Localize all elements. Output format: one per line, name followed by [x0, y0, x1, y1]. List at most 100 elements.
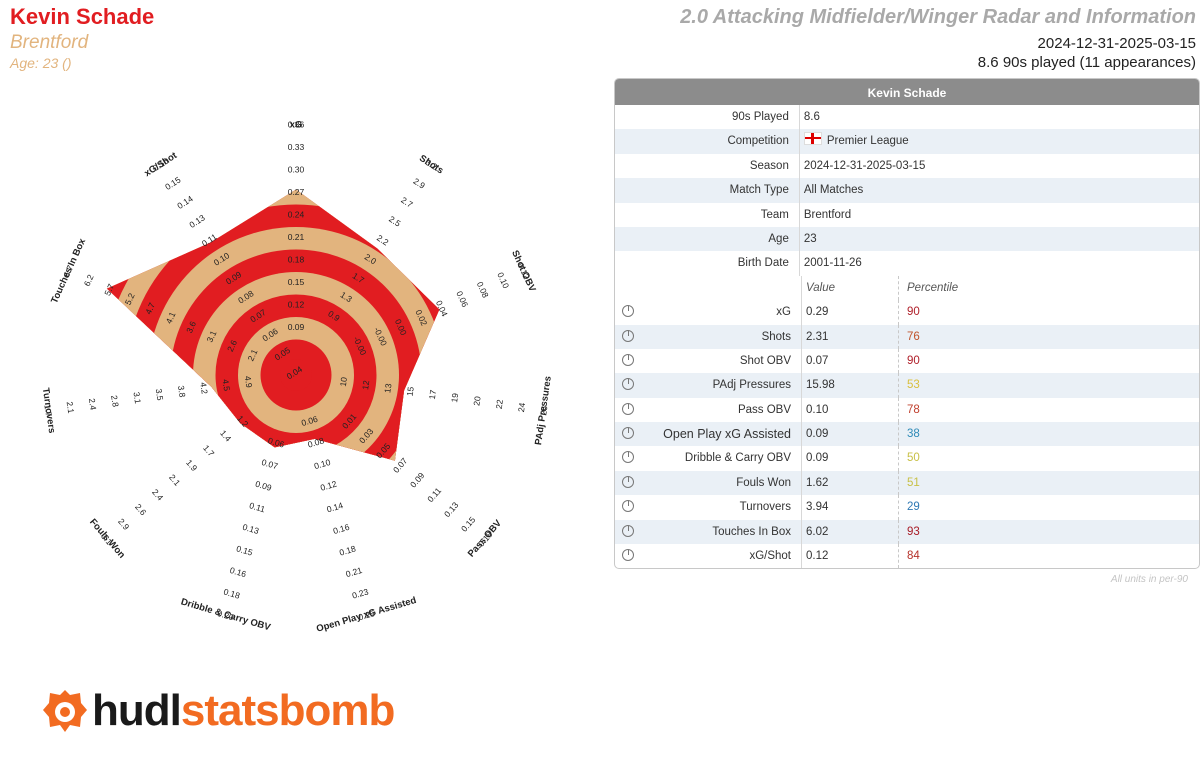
radar-tick-label: 0.14	[325, 500, 344, 514]
radar-tick-label: 0.08	[306, 435, 325, 449]
stat-row-value: 1.62	[806, 476, 829, 489]
radar-tick-label: 12	[360, 379, 371, 390]
radar-tick-label: 0.33	[288, 142, 305, 152]
stat-row: PAdj Pressures 15.98 53	[615, 373, 1199, 398]
info-row-value-text: Brentford	[803, 208, 852, 221]
logo-text-hudl: hudl	[92, 686, 182, 735]
info-row-label: Age	[615, 226, 800, 252]
radar-tick-label: 22	[494, 399, 505, 410]
stat-row-value: 0.09	[806, 452, 829, 465]
radar-tick-label: 0.18	[338, 543, 357, 557]
radar-tick-label: 26	[538, 405, 549, 416]
percentile-dial-icon	[622, 305, 634, 318]
stat-header-row: Value Percentile	[615, 275, 1199, 301]
stat-row-label-text: Fouls Won	[736, 476, 791, 489]
percentile-dial-icon	[622, 500, 634, 513]
radar-tick-label: 0.12	[288, 300, 305, 310]
stat-row-percentile: 90	[898, 348, 1107, 374]
stat-row-value: 0.09	[806, 428, 829, 441]
report-title: 2.0 Attacking Midfielder/Winger Radar an…	[680, 6, 1196, 28]
info-row: Match Type All Matches	[615, 178, 1199, 203]
stat-row-percentile: 93	[898, 519, 1107, 545]
stat-row-label: Touches In Box	[615, 519, 802, 545]
team-name: Brentford	[10, 32, 89, 53]
value-header: Value	[806, 281, 835, 294]
stat-row-label: PAdj Pressures	[615, 373, 802, 398]
stat-row: Shot OBV 0.07 90	[615, 348, 1199, 374]
radar-tick-label: 10	[338, 376, 349, 387]
radar-tick-label: 0.15	[288, 277, 305, 287]
stat-row-label: Shots	[615, 324, 802, 349]
hudl-statsbomb-logo: hudlstatsbomb	[40, 686, 395, 736]
info-row: Birth Date 2001-11-26	[615, 251, 1199, 276]
info-row: 90s Played 8.6	[615, 105, 1199, 130]
stat-row-percentile: 50	[898, 446, 1107, 471]
info-row-value: 8.6	[800, 105, 1199, 129]
info-row-value: 2024-12-31-2025-03-15	[800, 154, 1199, 178]
logo-text-statsbomb: statsbomb	[180, 686, 395, 735]
radar-tick-label: 0.06	[300, 414, 319, 428]
stat-row: Dribble & Carry OBV 0.09 50	[615, 446, 1199, 471]
percentile-dial-icon	[622, 353, 634, 366]
stat-row-label-text: Dribble & Carry OBV	[684, 452, 791, 465]
radar-tick-label: 3.1	[204, 329, 218, 344]
stat-row-label-text: Open Play xG Assisted	[663, 427, 791, 442]
stat-rows: xG 0.29 90 Shots 2.31 76 Shot OBV 0.07 90 PAdj Pr…	[615, 300, 1199, 569]
stat-row-label-text: Shot OBV	[739, 354, 791, 367]
stat-row-value: 2.31	[806, 330, 829, 343]
radar-tick-label: 3.6	[184, 319, 198, 334]
info-row-value: 23	[800, 227, 1199, 251]
radar-tick-label: 4.1	[164, 310, 178, 325]
info-row-label: Birth Date	[615, 251, 800, 276]
stat-row-label-text: Pass OBV	[737, 403, 791, 416]
percentile-dial-icon	[622, 329, 634, 342]
stat-row-label: Shot OBV	[615, 348, 802, 374]
info-row-label: Match Type	[615, 178, 800, 203]
england-flag-icon	[803, 132, 822, 146]
info-row-value-text: 2001-11-26	[803, 257, 862, 270]
stat-row-label: Fouls Won	[615, 470, 802, 496]
radar-tick-label: 3.5	[154, 388, 166, 401]
radar-value-core	[280, 359, 312, 391]
percentile-dial-icon	[622, 475, 634, 488]
stat-row-label-text: Turnovers	[739, 501, 791, 514]
percentile-dial-icon	[622, 451, 634, 464]
radar-tick-label: 2.1	[245, 347, 259, 362]
radar-tick-label: 4.2	[198, 382, 210, 395]
radar-tick-label: 2.4	[87, 398, 99, 411]
stat-row-percentile: 84	[898, 544, 1107, 569]
stat-row-value: 15.98	[806, 379, 835, 392]
appearances-line: 8.6 90s played (11 appearances)	[977, 54, 1196, 71]
radar-chart: 0.09 0.12 0.15 0.18 0.21 0.24 0.27 0.30 0.33 0.36…	[40, 120, 554, 635]
radar-tick-label: 0.06	[267, 435, 286, 449]
radar-tick-label: 2.8	[109, 394, 121, 407]
stat-row-label: Open Play xG Assisted	[615, 422, 802, 447]
radar-tick-label: 0.30	[288, 165, 305, 175]
radar-tick-label: 0.16	[332, 522, 351, 536]
stat-row-value: 3.94	[806, 501, 829, 514]
stat-row-label-text: xG	[776, 306, 791, 319]
info-row-label: Competition	[615, 129, 800, 154]
stat-row-label: xG/Shot	[615, 544, 802, 569]
stat-row-percentile: 76	[898, 324, 1107, 349]
units-note: All units in per-90	[1110, 574, 1188, 585]
radar-tick-label: 0.18	[288, 255, 305, 265]
stat-row: Turnovers 3.94 29	[615, 495, 1199, 520]
stat-row-percentile: 51	[898, 470, 1107, 496]
table-title: Kevin Schade	[615, 79, 1199, 105]
radar-tick-label: 17	[427, 389, 438, 400]
info-row-value-text: 2024-12-31-2025-03-15	[803, 159, 926, 172]
radar-tick-label: 6.7	[61, 263, 75, 278]
statsbomb-logo-icon	[43, 690, 87, 732]
radar-tick-label: 4.9	[243, 375, 255, 388]
stat-row-percentile: 29	[898, 495, 1107, 520]
radar-tick-label: 0.20	[216, 608, 235, 622]
info-row-value: Brentford	[800, 203, 1199, 227]
stat-row: Touches In Box 6.02 93	[615, 519, 1199, 545]
stat-row-percentile: 90	[898, 300, 1107, 325]
stat-row-label-text: xG/Shot	[749, 550, 791, 563]
radar-tick-label: 0.27	[288, 187, 305, 197]
info-row: Competition Premier League	[615, 129, 1199, 154]
stat-row-label: Dribble & Carry OBV	[615, 446, 802, 471]
radar-tick-label: 0.25	[357, 608, 376, 622]
